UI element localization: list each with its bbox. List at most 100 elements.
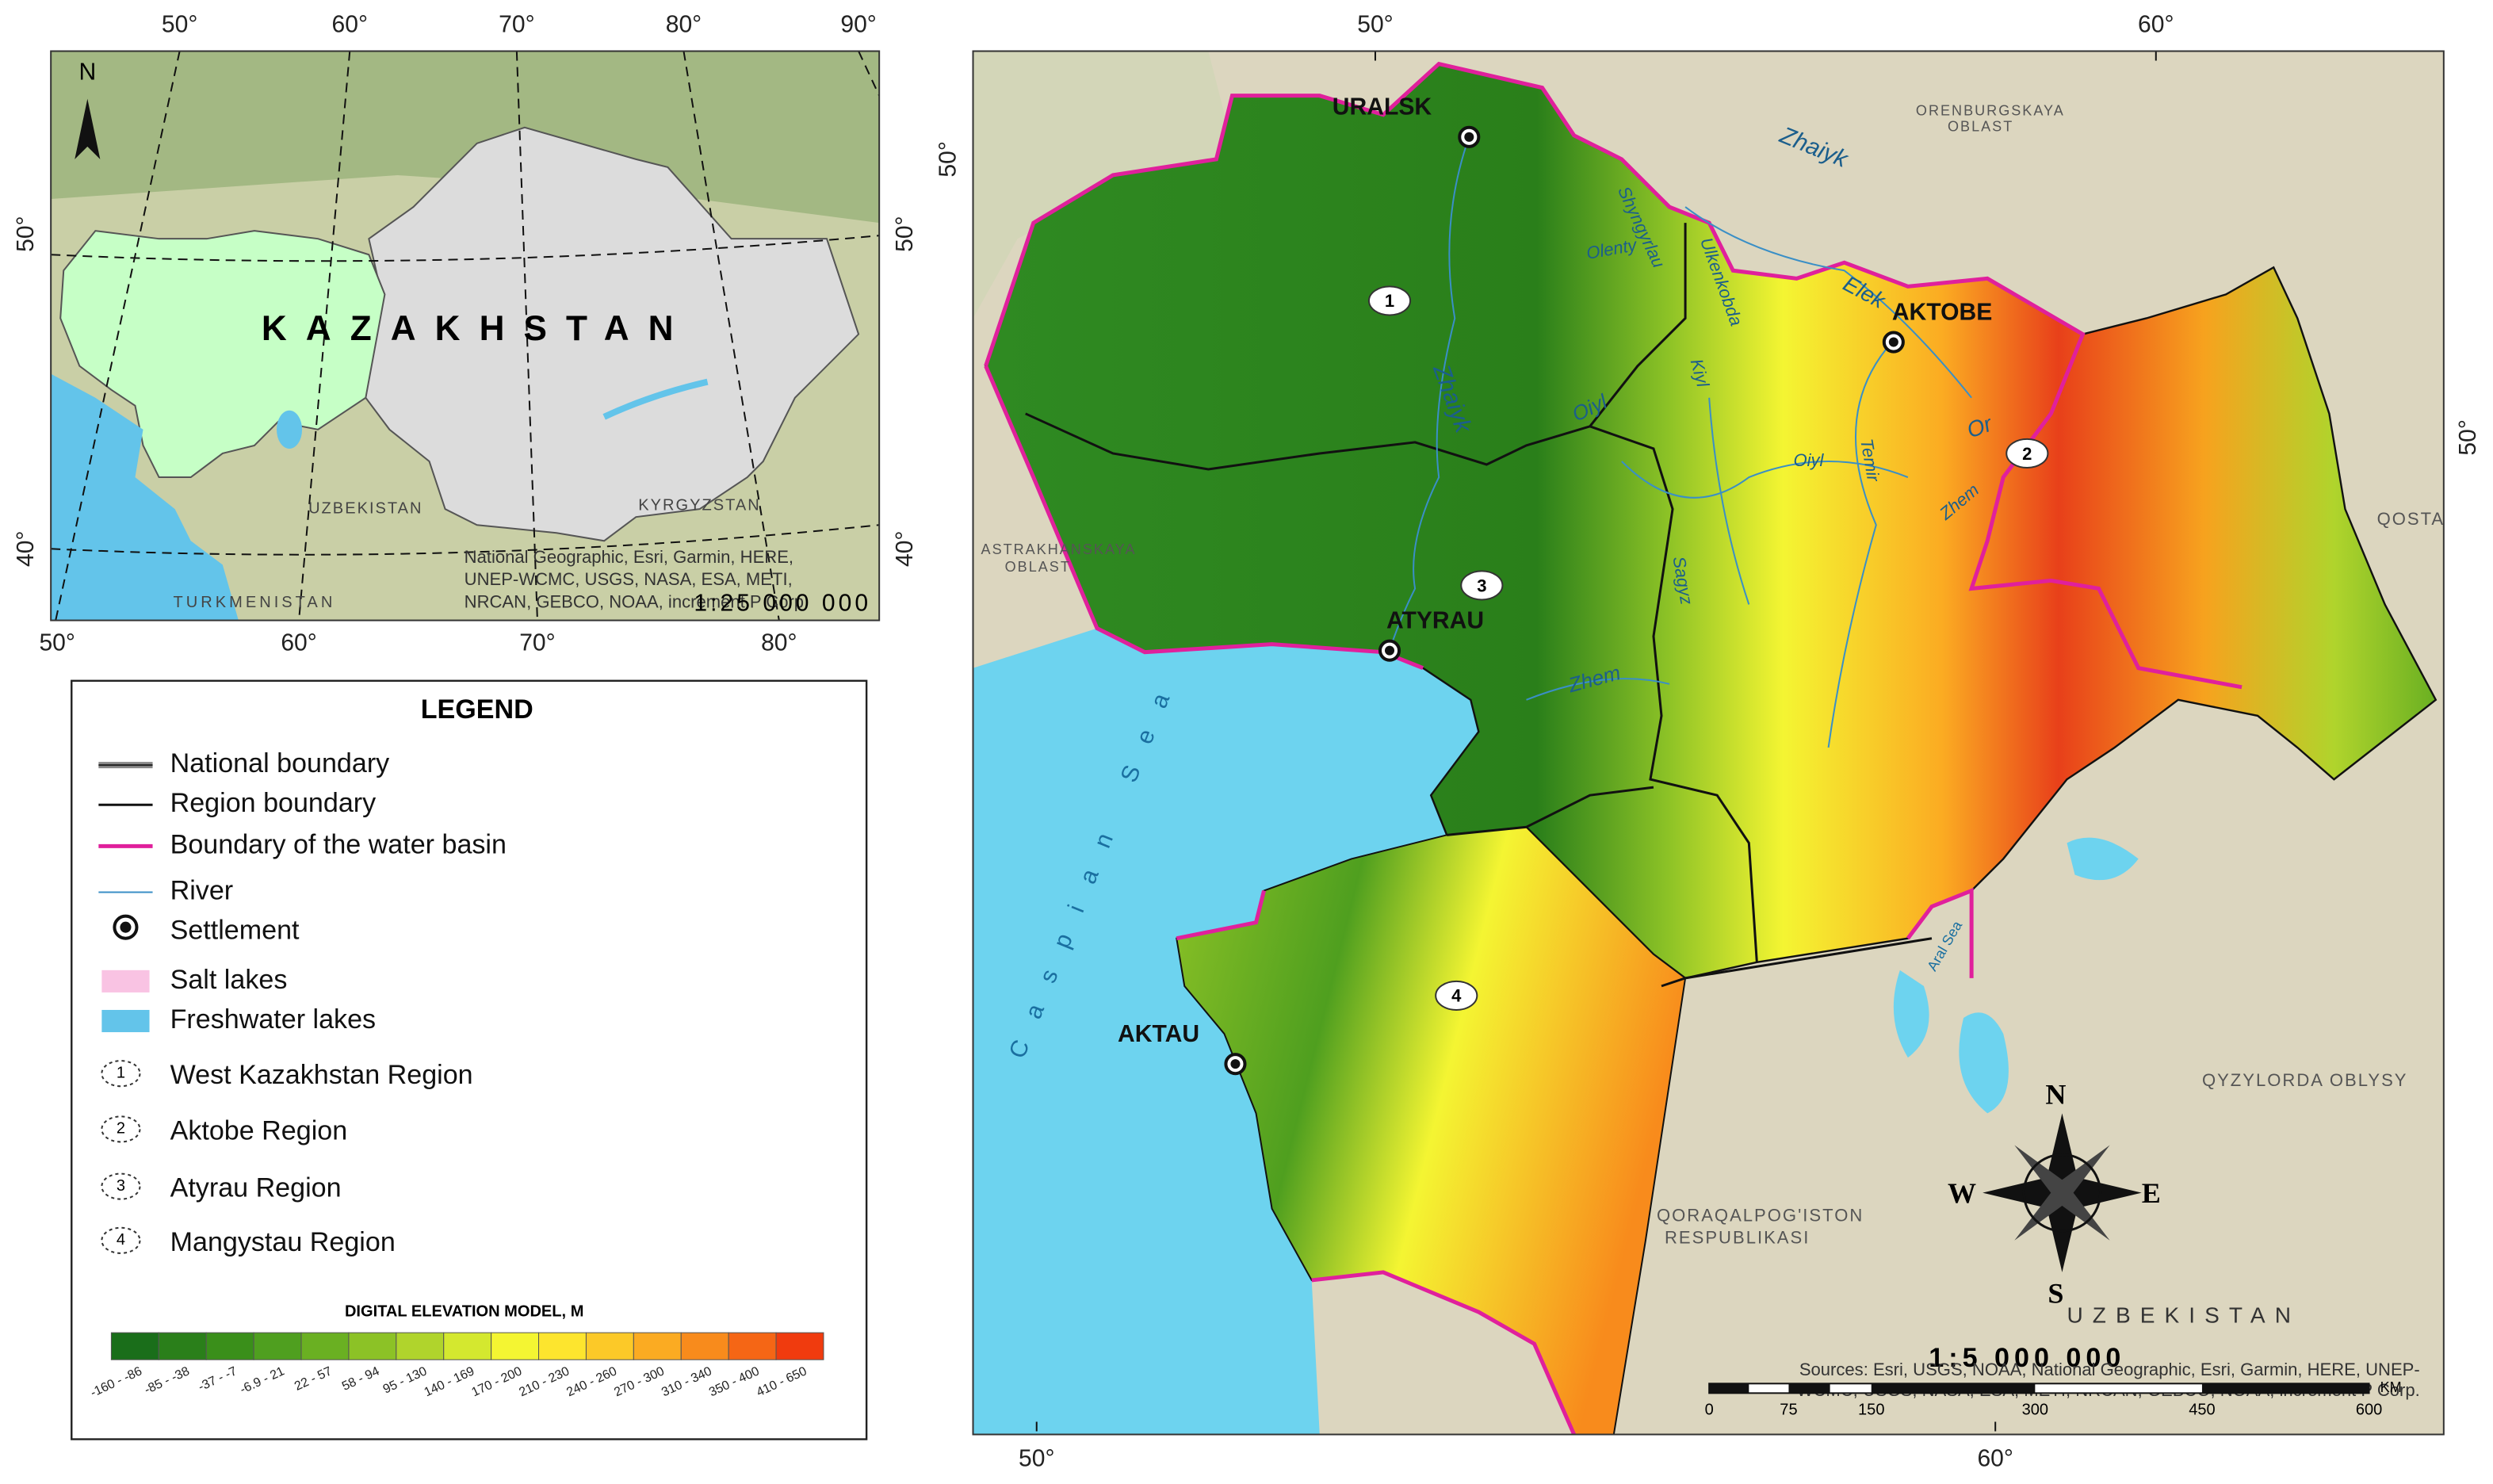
region-number: 1 <box>1385 291 1394 311</box>
scale-bar-segment <box>2201 1383 2369 1394</box>
region-marker <box>1367 285 1412 316</box>
neighbor-label: TURKMENISTAN <box>174 594 336 611</box>
aral-sea <box>1893 970 2009 1114</box>
settlement-dot <box>1464 132 1474 142</box>
place-label: QORAQALPOG'ISTON <box>1657 1206 1864 1226</box>
region-number: 2 <box>117 1120 125 1138</box>
legend-item: Boundary of the water basin <box>170 829 507 859</box>
dem-class-swatch <box>443 1332 492 1360</box>
dem-class-swatch <box>205 1332 254 1360</box>
scale-bar-segment <box>1788 1383 1830 1394</box>
scale-tick: 450 <box>2189 1402 2215 1419</box>
compass-label: S <box>2048 1277 2063 1309</box>
city-label: URALSK <box>1333 94 1432 120</box>
place-label: OBLAST <box>1948 119 2013 135</box>
lon-label: 90° <box>840 11 876 37</box>
place-label: ASTRAKHANSKAYA <box>981 541 1137 557</box>
region-boundaries <box>1025 223 1933 988</box>
region-number: 3 <box>1477 576 1486 595</box>
lon-label: 70° <box>519 630 555 656</box>
dem-class-swatch <box>348 1332 397 1360</box>
dem-class-swatch <box>158 1332 207 1360</box>
settlements <box>1224 125 1905 1076</box>
region-marker <box>1460 570 1504 601</box>
legend-title: LEGEND <box>421 694 533 725</box>
lon-label: 50° <box>162 11 197 37</box>
legend-item: Region boundary <box>170 788 377 818</box>
compass-label: W <box>1948 1177 1976 1209</box>
scale-bar-segment <box>1709 1383 1749 1394</box>
legend-item: Salt lakes <box>170 965 288 995</box>
dem-class-swatch <box>728 1332 777 1360</box>
lat-label: 50° <box>13 216 39 251</box>
region-name: Mangystau Region <box>170 1227 396 1257</box>
lat-label: 50° <box>935 141 961 177</box>
lat-label: 50° <box>2455 419 2481 455</box>
dem-class-swatch <box>538 1332 587 1360</box>
settlement-dot <box>1888 337 1898 347</box>
lon-label: 60° <box>332 11 368 37</box>
place-label: QYZYLORDA OBLYSY <box>2202 1070 2408 1090</box>
caspian-sea <box>51 373 239 621</box>
map-scale: 1:5 000 000 <box>1929 1343 2125 1373</box>
lat-label: 40° <box>13 531 39 567</box>
basin-boundary <box>984 61 2243 1436</box>
settlement-dot <box>1384 645 1395 656</box>
region-name: Aktobe Region <box>170 1115 348 1146</box>
sources: Sources: Esri, USGS, NOAA, National Geog… <box>1799 1360 2420 1379</box>
neighbor-label: UZBEKISTAN <box>308 499 423 517</box>
credits: NRCAN, GEBCO, NOAA, increment P Corp. <box>465 591 809 611</box>
scale-bar-segment <box>1871 1383 2036 1394</box>
settlement-dot <box>1230 1059 1241 1069</box>
aral-sea <box>276 410 303 449</box>
region-key: 1 West Kazakhstan Region 2 Aktobe Region… <box>101 1060 473 1257</box>
place-label: UZBEKISTAN <box>2067 1302 2300 1327</box>
scale-tick: 300 <box>2022 1402 2048 1419</box>
region-name: Atyrau Region <box>170 1173 342 1203</box>
lat-label: 50° <box>892 216 918 251</box>
credits: UNEP-WCMC, USGS, NASA, ESA, METI, <box>465 569 793 589</box>
region-marker <box>2005 438 2049 469</box>
scale-tick: 600 <box>2356 1402 2382 1419</box>
legend-item: National boundary <box>170 748 390 778</box>
legend-item: River <box>170 876 234 906</box>
compass-label: E <box>2142 1177 2161 1209</box>
dem-class-swatch <box>491 1332 540 1360</box>
lon-label: 50° <box>1019 1446 1054 1472</box>
lat-label: 40° <box>892 531 918 567</box>
scale-tick: 75 <box>1780 1402 1797 1419</box>
lon-label: 60° <box>2138 11 2174 37</box>
legend-item: Settlement <box>170 916 300 946</box>
kazakhstan-area <box>365 126 860 542</box>
place-label: ORENBURGSKAYA <box>1916 102 2065 118</box>
dem-class-swatch <box>300 1332 350 1360</box>
inset-frame <box>50 50 881 622</box>
scale-bar: 0 75 150 300 450 600 KM <box>1705 1379 2402 1419</box>
lake <box>2067 837 2139 881</box>
place-label: OBLAST <box>1005 559 1071 575</box>
city-label: AKTOBE <box>1892 299 1992 325</box>
main-map: 50° 60° 50° 60° 50° 50° URALSK AKTOBE AT… <box>935 11 2480 1471</box>
credits: National Geographic, Esri, Garmin, HERE, <box>465 547 793 567</box>
region-marker <box>101 1115 141 1143</box>
inset-scale: 1:25 000 000 <box>694 590 871 616</box>
lon-label: 70° <box>499 11 534 37</box>
symbol-settlement-dot <box>120 921 132 933</box>
dem-class-swatch <box>253 1332 302 1360</box>
dem-class-swatch <box>110 1332 159 1360</box>
north-label: N <box>78 59 96 86</box>
place-label: QOSTA <box>2377 509 2445 529</box>
region-number: 4 <box>1451 986 1462 1006</box>
compass-point <box>2014 1145 2067 1199</box>
lon-label: 60° <box>281 630 316 656</box>
region-number: 4 <box>117 1231 125 1249</box>
region-number: 1 <box>117 1064 125 1081</box>
city-label: AKTAU <box>1118 1021 1199 1047</box>
graticule-ticks <box>1035 51 2157 1435</box>
river-label: Oiyl <box>1793 450 1824 470</box>
lon-label: 50° <box>1357 11 1393 37</box>
region-marker <box>101 1226 141 1254</box>
legend: LEGEND National boundary Region boundary… <box>71 679 868 1440</box>
lon-label: 80° <box>761 630 797 656</box>
